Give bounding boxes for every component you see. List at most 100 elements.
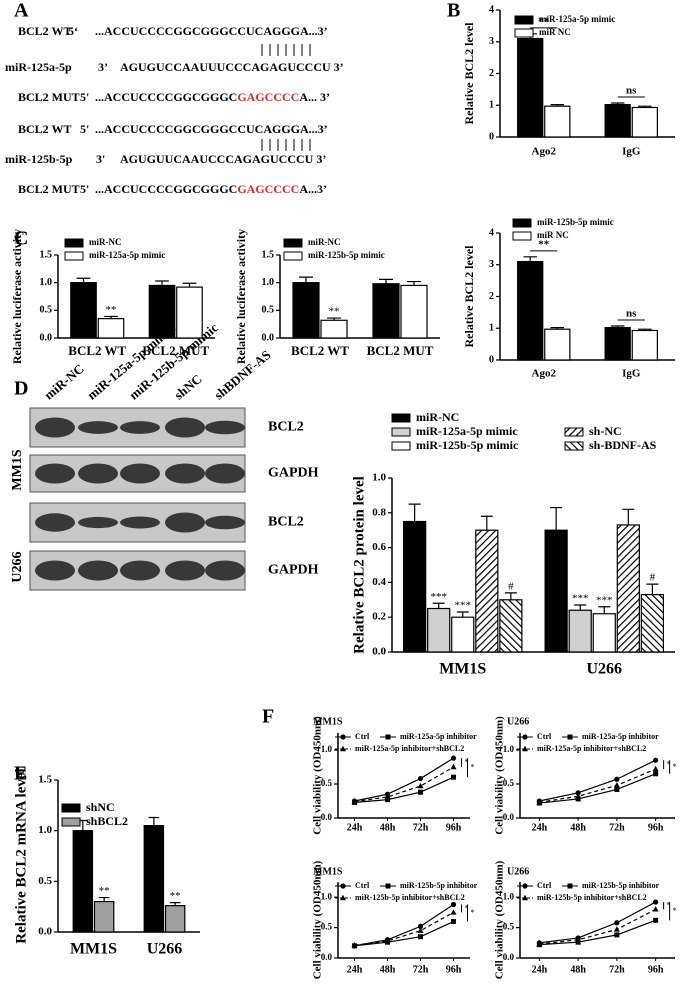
point (451, 919, 456, 925)
blot-band (120, 421, 160, 434)
legend-marker (567, 883, 573, 889)
blot-row-label: BCL2 (268, 515, 304, 530)
significance: ** (329, 306, 340, 318)
error-bar (574, 604, 587, 611)
significance: * (465, 903, 469, 912)
point (418, 789, 423, 795)
x-tick-label: IgG (622, 368, 641, 380)
sequence-end: 5' (80, 90, 89, 104)
legend-label: miR-125b-5p inhibitor+shBCL2 (355, 893, 465, 902)
y-tick-label: 1.5 (262, 249, 275, 260)
legend-swatch (512, 218, 532, 228)
x-tick-label: BCL2 MUT (367, 343, 434, 358)
sequence-end: 5' (80, 122, 89, 136)
x-tick-label: IgG (622, 146, 641, 158)
x-tick-label: 96h (446, 964, 462, 975)
legend-marker (340, 883, 346, 889)
y-axis-label: Relative BCL2 mRNA level (13, 768, 29, 943)
blot-band (78, 421, 118, 434)
sequence-segment: A... 3’ (299, 90, 330, 104)
y-axis-label: Relative BCL2 protein level (351, 476, 367, 654)
chart-title: MM1S (313, 866, 343, 877)
bar (568, 609, 592, 653)
blot-band (165, 463, 205, 484)
blot-band (78, 463, 118, 484)
legend-marker (522, 883, 528, 889)
sequence-segment: ...ACCUCCCCGGCGGGC (95, 90, 237, 104)
legend-label: sh-NC (589, 424, 622, 438)
error-bar (148, 816, 160, 826)
y-tick-label: 0.2 (372, 611, 386, 623)
legend-marker (340, 734, 346, 740)
bar (403, 520, 427, 653)
bar (475, 529, 499, 653)
panel-label: B (447, 0, 460, 22)
x-tick-label: BCL2 MUT (142, 343, 209, 358)
legend-label: miR-125a-5p mimic (539, 14, 615, 24)
point (417, 927, 424, 933)
y-tick-label: 2 (489, 68, 494, 79)
point (351, 942, 358, 948)
y-tick-label: 0.5 (40, 305, 53, 316)
significance: ** (538, 15, 550, 27)
legend-label: Ctrl (355, 732, 370, 741)
legend-label: miR-125a-5p inhibitor (400, 732, 477, 741)
point (614, 932, 620, 938)
legend-swatch (391, 413, 411, 423)
legend-label: miR-125b-5p inhibitor+shBCL2 (537, 893, 647, 902)
sequence-segment: AGUGUCCAAUUUCCCAGAGUCCCU 3’ (120, 60, 344, 74)
line (539, 759, 656, 802)
blot-band (78, 560, 118, 581)
legend-swatch (512, 231, 532, 241)
blot-band (35, 463, 75, 484)
error-bar (504, 592, 517, 600)
point (575, 939, 581, 945)
legend-label: miR NC (539, 27, 571, 37)
y-tick-label: 1.0 (372, 472, 386, 484)
sequence-segment: ...ACCUCCCCGGCGGGCCUCAGGGA...3’ (95, 24, 328, 38)
legend-swatch (514, 15, 534, 25)
y-axis-label: Cell viability (OD450nm) (494, 716, 506, 835)
y-tick-label: 1.0 (40, 277, 53, 288)
bar (372, 283, 400, 339)
bar (164, 905, 186, 933)
point (536, 940, 543, 947)
point (575, 936, 582, 942)
legend-label: miR-125a-5p inhibitor+shBCL2 (537, 744, 646, 753)
y-tick-label: 1.0 (262, 277, 275, 288)
blot-group-label: U266 (10, 551, 25, 582)
point (417, 775, 424, 782)
point (652, 906, 659, 912)
legend-swatch (283, 251, 303, 261)
x-tick-label: 72h (413, 822, 429, 833)
x-tick-label: 24h (532, 822, 548, 833)
y-axis-label: Cell viability (OD450nm) (494, 860, 506, 979)
blot-band (165, 417, 205, 438)
sequence-name: BCL2 MUT (18, 182, 80, 196)
point (417, 782, 424, 789)
y-tick-label: 0.0 (38, 926, 52, 938)
y-tick-label: 0 (489, 354, 494, 365)
significance: ** (538, 238, 550, 250)
sequence-end: 5‘ (68, 24, 78, 38)
bar (517, 260, 544, 361)
point (575, 790, 581, 796)
blot-band (120, 463, 160, 484)
bar (427, 607, 451, 653)
legend-swatch (61, 817, 81, 827)
point (613, 926, 620, 932)
y-axis-label: Relative luciferase activity (234, 229, 248, 364)
sequence-name: BCL2 MUT (18, 90, 80, 104)
y-tick-label: 0.6 (372, 541, 386, 553)
bar (544, 529, 568, 653)
y-tick-label: 1.0 (321, 744, 333, 754)
error-bar (407, 280, 421, 286)
legend-label: shNC (86, 800, 115, 814)
sequence-name: BCL2 WT (18, 24, 71, 38)
sequence: ...ACCUCCCCGGCGGGCCUCAGGGA...3’ (95, 122, 328, 136)
y-tick-label: 0.8 (372, 506, 386, 518)
line (539, 919, 656, 946)
legend-swatch (564, 441, 584, 451)
legend-swatch (564, 427, 584, 437)
